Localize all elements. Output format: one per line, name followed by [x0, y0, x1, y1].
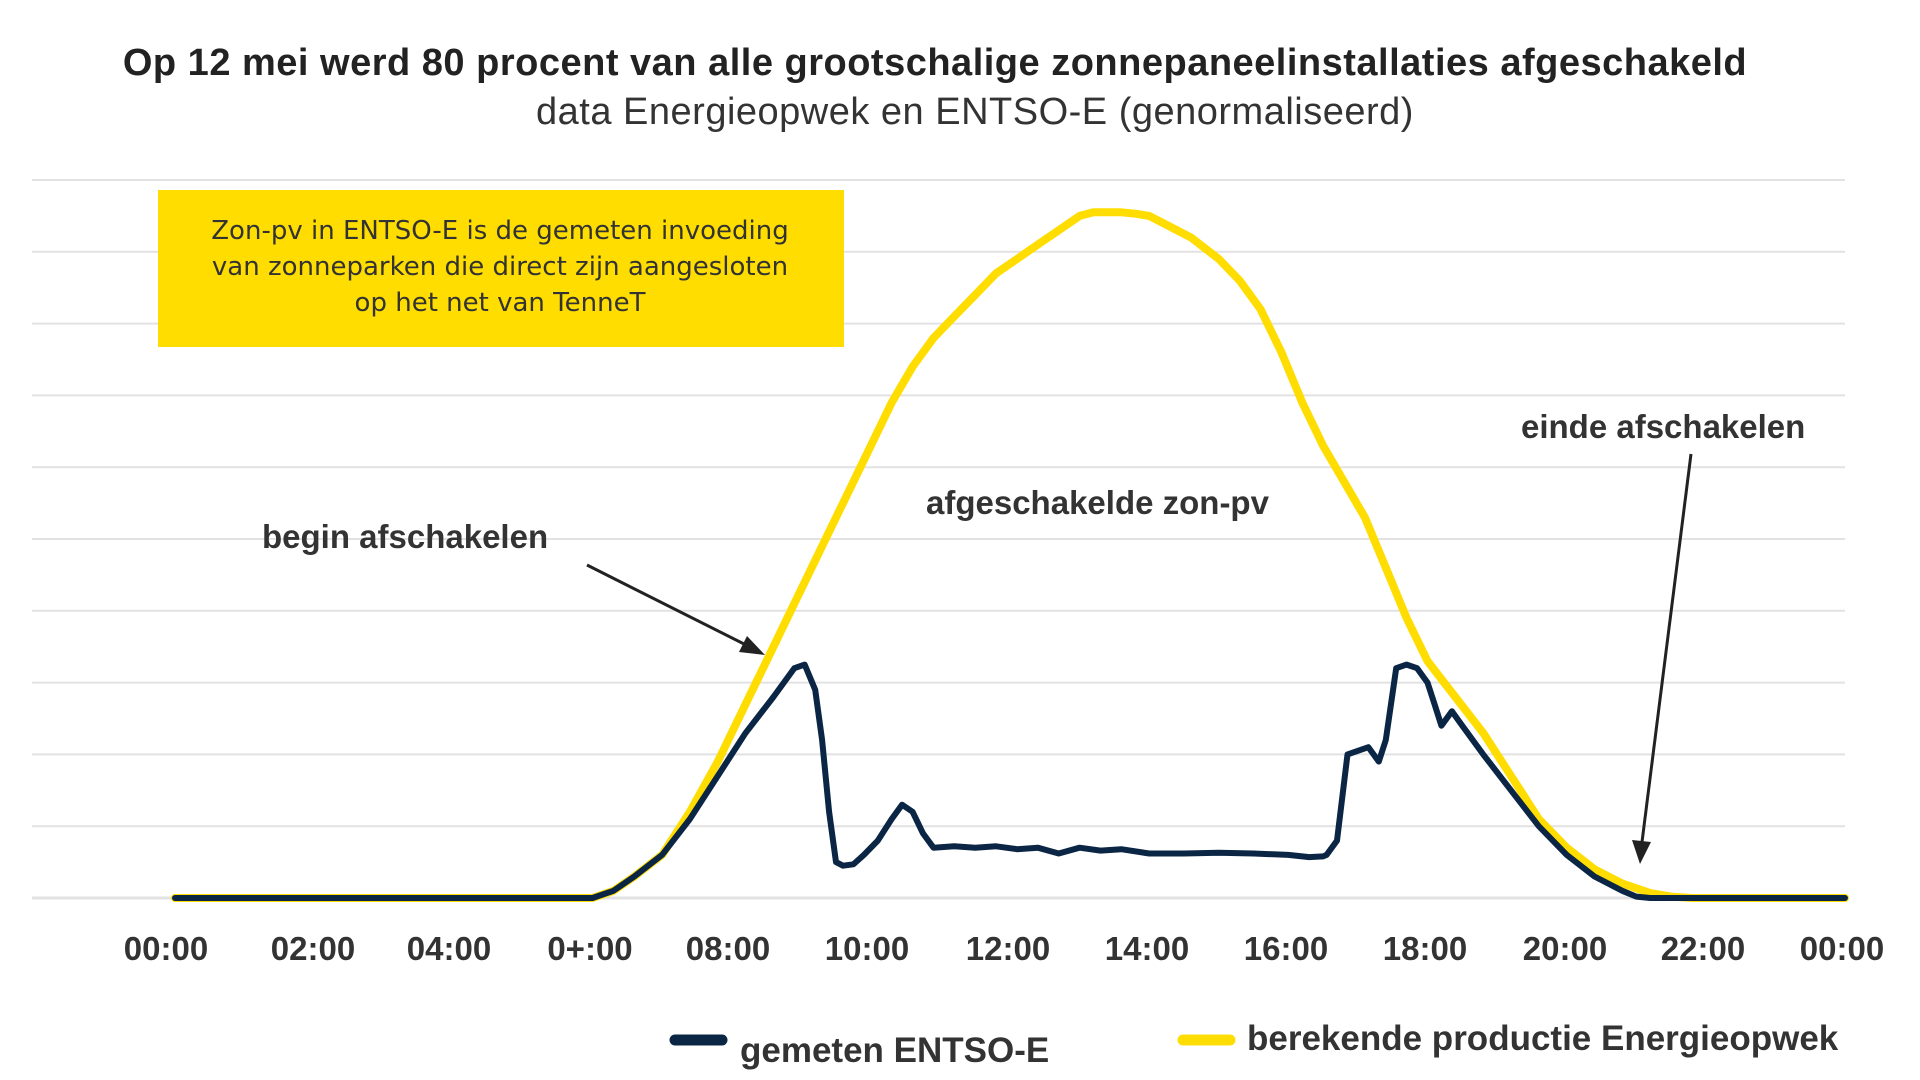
arrow-end: [1640, 453, 1693, 843]
legend: gemeten ENTSO-E berekende productie Ener…: [669, 1019, 1839, 1070]
legend-label-entsoe: gemeten ENTSO-E: [740, 1031, 1049, 1070]
x-tick-label: 00:00: [1800, 930, 1884, 967]
x-tick-label: 12:00: [966, 930, 1050, 967]
annotation-middle: afgeschakelde zon-pv: [926, 484, 1270, 521]
arrow-begin: [586, 563, 753, 650]
x-tick-label: 14:00: [1105, 930, 1189, 967]
x-tick-label: 18:00: [1383, 930, 1467, 967]
info-note-box: [158, 190, 844, 347]
info-note-line-2: van zonneparken die direct zijn aangeslo…: [212, 252, 788, 282]
x-axis-ticks: 00:00 02:00 04:00 0+:00 08:00 10:00 12:00 14:00…: [124, 930, 1884, 967]
annotation-end: einde afschakelen: [1521, 408, 1805, 445]
series-layer: [171, 208, 1849, 902]
x-tick-label: 20:00: [1523, 930, 1607, 967]
info-note-line-1: Zon-pv in ENTSO-E is de gemeten invoedin…: [211, 216, 788, 246]
series-line-entsoe: [172, 661, 1848, 901]
info-note-line-3: op het net van TenneT: [355, 288, 646, 318]
x-tick-label: 02:00: [271, 930, 355, 967]
chart-subtitle: data Energieopwek en ENTSO-E (genormalis…: [536, 91, 1414, 133]
info-note: Zon-pv in ENTSO-E is de gemeten invoedin…: [158, 190, 844, 347]
arrowhead-end: [1632, 840, 1651, 864]
chart-title: Op 12 mei werd 80 procent van alle groot…: [123, 42, 1747, 84]
x-tick-label: 16:00: [1244, 930, 1328, 967]
series-line-energieopwek: [171, 208, 1849, 902]
x-tick-label: 10:00: [825, 930, 909, 967]
x-tick-label: 00:00: [124, 930, 208, 967]
legend-label-energieopwek: berekende productie Energieopwek: [1247, 1019, 1839, 1058]
annotation-begin: begin afschakelen: [262, 518, 548, 555]
x-tick-label: 04:00: [407, 930, 491, 967]
arrowhead-begin: [739, 636, 765, 655]
x-tick-label: 22:00: [1661, 930, 1745, 967]
x-tick-label: 08:00: [686, 930, 770, 967]
gridlines: [32, 179, 1845, 900]
x-tick-label: 0+:00: [547, 930, 632, 967]
